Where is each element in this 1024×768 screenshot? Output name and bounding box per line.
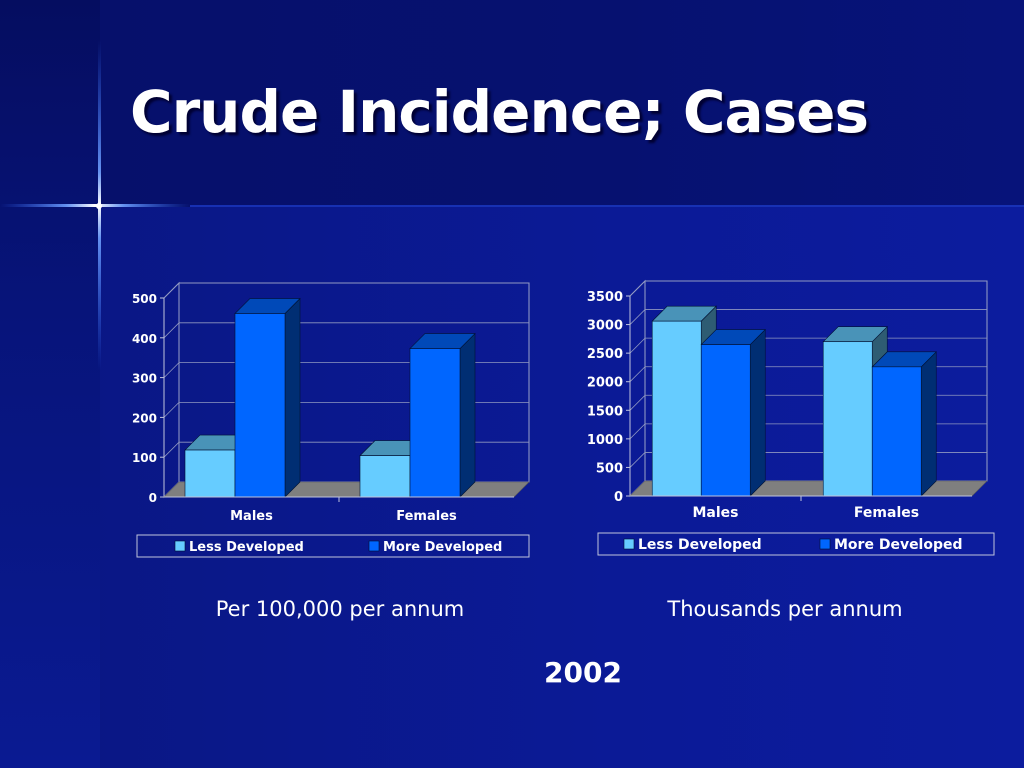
legend-label: Less Developed <box>189 540 304 555</box>
bar-front <box>822 341 873 497</box>
legend: Less Developed More Developed <box>597 532 995 556</box>
y-tick-label: 100 <box>132 451 157 465</box>
bar-more-developed-females <box>871 351 937 497</box>
y-tick-label: 0 <box>149 491 157 505</box>
bar-front <box>184 449 236 498</box>
chart-per-100000: 0 100 200 300 400 500 Males Females Less Develop… <box>120 270 540 570</box>
chart-svg: 0 500 1000 1500 2000 2500 3000 3500 Males Females… <box>587 279 995 556</box>
gridline <box>163 282 529 299</box>
bar-front <box>359 455 411 498</box>
bar-side <box>920 351 937 497</box>
x-category-label: Females <box>396 509 457 524</box>
bar-more-developed-males <box>700 328 766 497</box>
y-tick-label: 2500 <box>587 347 623 362</box>
left-strip <box>0 0 100 768</box>
bar-more-developed-females <box>409 332 476 498</box>
chart-thousands: 0 500 1000 1500 2000 2500 3000 3500 Males Females… <box>582 270 1002 570</box>
legend-swatch <box>819 538 831 550</box>
bar-front <box>871 366 922 497</box>
x-category-label: Females <box>854 505 919 521</box>
legend-swatch <box>623 538 635 550</box>
legend-swatch <box>368 540 380 552</box>
bar-more-developed-males <box>234 297 301 498</box>
x-category-label: Males <box>692 505 738 521</box>
legend-box <box>597 532 995 556</box>
side-wall <box>629 279 646 498</box>
bar-side <box>459 332 476 498</box>
bar-side <box>284 297 301 498</box>
gridline <box>629 280 987 297</box>
x-category-label: Males <box>230 509 273 524</box>
y-tick-label: 3000 <box>587 319 623 334</box>
bar-side <box>749 328 766 497</box>
gridline <box>629 309 987 325</box>
title-band <box>0 0 1024 207</box>
y-tick-label: 0 <box>614 490 623 505</box>
bar-front <box>234 313 286 498</box>
legend-box <box>136 534 530 558</box>
bar-front <box>409 348 461 498</box>
caption-thousands: Thousands per annum <box>667 597 903 621</box>
year-label: 2002 <box>544 656 622 689</box>
y-tick-label: 3500 <box>587 290 623 305</box>
caption-per-100000: Per 100,000 per annum <box>215 597 465 621</box>
chart-svg: 0 100 200 300 400 500 Males Females Less Develop… <box>132 281 530 558</box>
y-tick-label: 400 <box>132 332 157 346</box>
y-tick-label: 1000 <box>587 433 623 448</box>
side-wall <box>163 281 180 499</box>
legend-label: More Developed <box>383 540 502 555</box>
slide-title: Crude Incidence; Cases <box>130 78 869 146</box>
legend-label: More Developed <box>834 537 963 553</box>
y-tick-label: 200 <box>132 411 157 425</box>
legend-swatch <box>174 540 186 552</box>
y-tick-label: 2000 <box>587 376 623 391</box>
y-tick-label: 300 <box>132 372 157 386</box>
bar-front <box>700 344 751 497</box>
y-tick-label: 1500 <box>587 404 623 419</box>
y-tick-label: 500 <box>132 292 157 306</box>
y-tick-label: 500 <box>596 461 623 476</box>
legend: Less Developed More Developed <box>136 534 530 558</box>
bar-front <box>651 320 702 497</box>
gridline <box>163 322 529 339</box>
legend-label: Less Developed <box>638 537 762 553</box>
